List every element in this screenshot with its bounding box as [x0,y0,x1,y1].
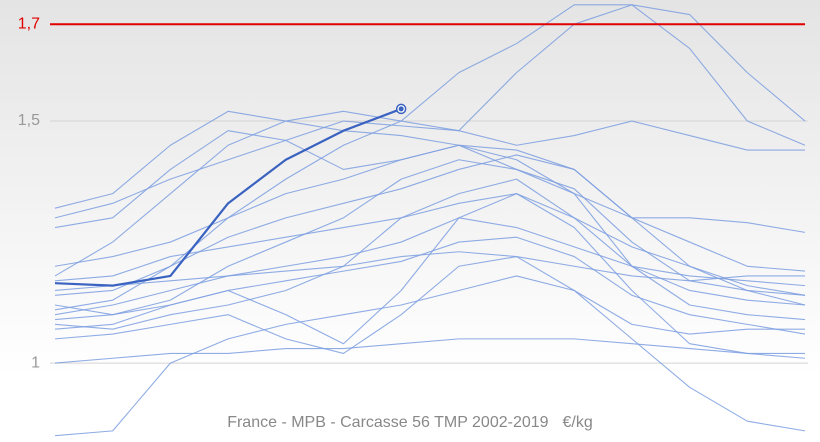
y-tick-label: 1,5 [18,112,40,129]
series-line [54,193,806,296]
series-line [54,4,806,277]
series-line [54,178,806,330]
series-line [54,154,806,311]
series-line [54,144,806,306]
end-marker-dot [398,106,404,112]
series-line [54,120,805,219]
unit-text: €/kg [563,414,593,431]
chart-title: France - MPB - Carcasse 56 TMP 2002-2019… [227,414,593,431]
series-line [54,4,806,267]
highlight-line [54,107,402,287]
series-line [54,275,806,437]
series-line [54,338,806,364]
title-text: France - MPB - Carcasse 56 TMP 2002-2019 [227,414,548,431]
series-line [54,236,806,335]
series-line [54,217,806,316]
series-line [54,110,806,306]
y-tick-label: 1 [31,354,40,371]
series-line [54,256,805,354]
reference-label: 1,7 [18,15,40,32]
